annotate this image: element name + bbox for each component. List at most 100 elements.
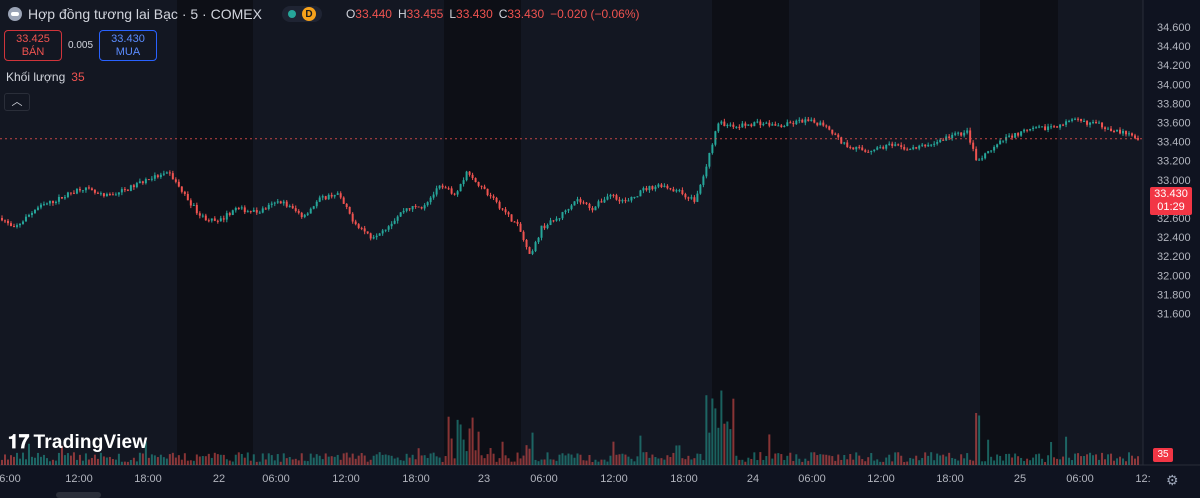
candle-body [423,205,426,209]
sell-button[interactable]: 33.425 BÁN [4,30,62,61]
volume-bar [495,461,498,465]
volume-bar [387,455,390,465]
candle-body [987,151,990,154]
volume-bar [972,460,975,465]
volume-bar [150,454,153,465]
volume-bar [876,459,879,465]
candle-body [465,171,468,181]
buy-button[interactable]: 33.430 MUA [99,30,157,61]
volume-bar [441,461,444,465]
candle-body [627,200,630,202]
volume-bar [942,454,945,465]
volume-bar [930,452,933,465]
volume-bar [216,454,219,465]
candle-body [129,185,132,191]
volume-bar [222,454,225,465]
volume-bar [39,456,42,465]
candle-body [708,152,711,167]
volume-bar [996,454,999,465]
candle-body [522,231,525,240]
volume-bar [123,461,126,465]
candle-body [936,142,939,144]
volume-bar [465,451,468,465]
candle-body [495,197,498,202]
volume-bar [576,453,579,465]
candle-body [420,207,423,209]
candle-body [252,210,255,212]
candle-body [6,220,9,224]
volume-bar [279,461,282,465]
volume-bar [1083,455,1086,465]
candle-body [405,208,408,211]
volume-bar [423,455,426,465]
volume-bar [144,441,147,465]
tradingview-logo[interactable]: 𝟏𝟕 TradingView [8,432,147,454]
candle-body [210,218,213,221]
candle-body [39,204,42,208]
candle-body [399,212,402,217]
candle-body [162,173,165,175]
candle-body [321,196,324,198]
volume-bar [879,461,882,465]
candle-body [618,199,621,202]
candle-body [933,143,936,145]
volume-bar [681,458,684,465]
volume-bar [162,457,165,465]
candle-body [429,197,432,203]
volume-bar [537,461,540,465]
session-band [712,0,789,465]
candle-body [489,195,492,197]
candle-body [348,206,351,214]
candle-body [63,197,66,199]
volume-bar [978,415,981,465]
volume-bar [1035,454,1038,465]
candle-body [765,122,768,124]
volume-legend[interactable]: Khối lượng 35 [6,70,85,84]
volume-bar [408,457,411,465]
volume-bar [381,454,384,465]
candle-body [756,121,759,123]
volume-bar [1092,455,1095,465]
volume-bar [1095,454,1098,465]
volume-bar [969,459,972,465]
candle-body [684,194,687,198]
volume-bar [594,459,597,465]
candle-body [174,179,177,182]
candle-body [1098,122,1101,124]
volume-bar [735,455,738,465]
candle-body [819,122,822,126]
candle-body [657,184,660,187]
candle-body [873,149,876,152]
candle-body [180,186,183,192]
candle-body [417,206,420,208]
current-price-tag: 33.430 01:29 [1150,187,1192,215]
candle-body [564,210,567,213]
volume-bar [825,454,828,465]
candle-body [825,125,828,127]
candle-body [858,146,861,148]
time-scrollbar[interactable] [56,492,101,498]
symbol-title[interactable]: Hợp đồng tương lai Bạc · 5 · COMEX [28,6,262,22]
chevron-up-icon[interactable]: ︿ [4,93,30,111]
candle-body [588,203,591,208]
low-value: 33.430 [456,7,493,21]
settings-gear-icon[interactable]: ⚙ [1166,472,1179,488]
candle-body [60,196,63,199]
candle-body [804,119,807,123]
volume-bar [372,455,375,465]
candle-body [942,139,945,141]
volume-bar [765,456,768,465]
volume-bar [957,460,960,465]
candle-body [441,185,444,188]
volume-bar [12,456,15,465]
volume-label: Khối lượng [6,70,66,84]
volume-bar [516,452,519,465]
volume-bar [756,460,759,465]
status-badges[interactable]: D [281,6,322,22]
candle-body [84,187,87,191]
candle-body [483,186,486,189]
candle-body [294,208,297,211]
candle-body [363,228,366,232]
volume-bar [363,455,366,465]
